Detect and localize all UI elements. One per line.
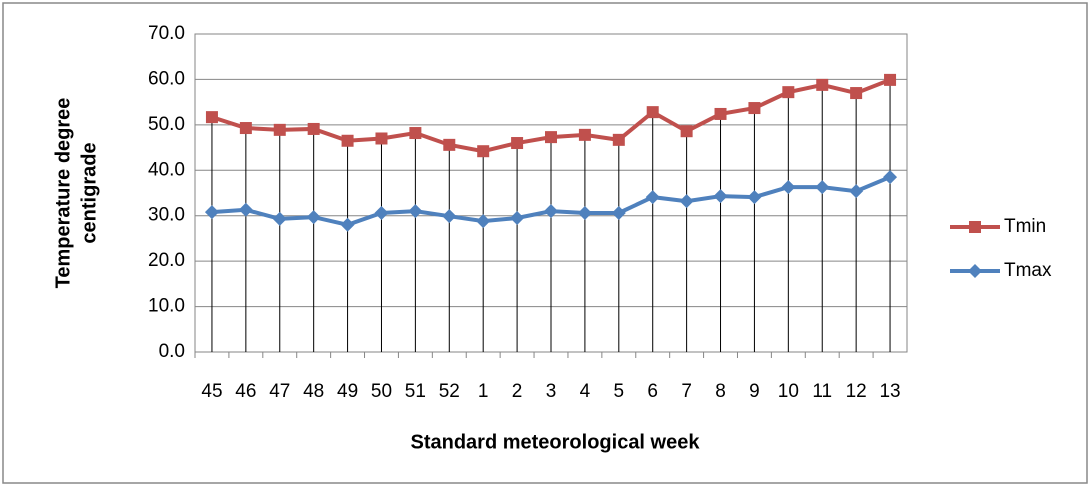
marker bbox=[714, 107, 727, 120]
marker bbox=[273, 123, 286, 136]
marker bbox=[816, 78, 829, 91]
marker bbox=[577, 205, 592, 220]
marker bbox=[849, 184, 864, 199]
marker bbox=[340, 217, 355, 232]
marker bbox=[713, 189, 728, 204]
y-tick-label: 20.0 bbox=[148, 250, 185, 271]
marker bbox=[612, 133, 625, 146]
x-tick-label: 5 bbox=[614, 381, 625, 402]
marker bbox=[409, 127, 422, 140]
y-tick-label: 60.0 bbox=[148, 68, 185, 89]
marker bbox=[815, 180, 830, 195]
legend-marker bbox=[969, 221, 981, 233]
marker bbox=[850, 87, 863, 100]
y-tick-label: 40.0 bbox=[148, 159, 185, 180]
marker bbox=[884, 73, 897, 86]
marker bbox=[341, 134, 354, 147]
legend-label: Tmax bbox=[1004, 260, 1052, 281]
marker bbox=[747, 190, 762, 205]
x-tick-label: 49 bbox=[337, 381, 358, 402]
marker bbox=[375, 132, 388, 145]
y-tick-label: 30.0 bbox=[148, 205, 185, 226]
legend-marker bbox=[968, 264, 982, 278]
x-tick-label: 7 bbox=[681, 381, 692, 402]
x-tick-label: 8 bbox=[715, 381, 726, 402]
x-tick-label: 2 bbox=[512, 381, 523, 402]
marker bbox=[477, 145, 490, 158]
x-tick-label: 12 bbox=[846, 381, 867, 402]
x-tick-label: 45 bbox=[201, 381, 222, 402]
marker bbox=[272, 211, 287, 226]
y-tick-label: 50.0 bbox=[148, 114, 185, 135]
x-tick-label: 52 bbox=[439, 381, 460, 402]
marker bbox=[679, 194, 694, 209]
y-tick-label: 0.0 bbox=[159, 341, 185, 362]
x-tick-label: 1 bbox=[478, 381, 489, 402]
marker bbox=[239, 122, 252, 135]
marker bbox=[781, 180, 796, 195]
x-tick-label: 13 bbox=[879, 381, 900, 402]
marker bbox=[578, 128, 591, 141]
x-tick-label: 4 bbox=[580, 381, 591, 402]
x-tick-label: 47 bbox=[269, 381, 290, 402]
marker bbox=[611, 205, 626, 220]
x-tick-label: 9 bbox=[749, 381, 760, 402]
y-axis-title: Temperature degree bbox=[52, 98, 74, 289]
x-tick-label: 10 bbox=[778, 381, 799, 402]
marker bbox=[645, 190, 660, 205]
marker bbox=[545, 131, 557, 144]
x-tick-label: 6 bbox=[647, 381, 658, 402]
x-tick-label: 51 bbox=[405, 381, 426, 402]
marker bbox=[374, 205, 389, 220]
x-tick-label: 3 bbox=[546, 381, 557, 402]
legend-label: Tmin bbox=[1004, 216, 1046, 237]
marker bbox=[646, 106, 659, 119]
x-tick-label: 48 bbox=[303, 381, 324, 402]
marker bbox=[442, 209, 457, 224]
marker bbox=[443, 138, 456, 151]
marker bbox=[204, 205, 219, 220]
marker bbox=[408, 204, 423, 219]
marker bbox=[238, 202, 253, 217]
y-tick-label: 70.0 bbox=[148, 23, 185, 44]
marker bbox=[306, 210, 321, 225]
y-tick-label: 10.0 bbox=[148, 296, 185, 317]
y-axis-title: centigrade bbox=[78, 142, 100, 243]
x-tick-label: 46 bbox=[235, 381, 256, 402]
marker bbox=[748, 102, 761, 115]
marker bbox=[782, 86, 795, 99]
x-tick-label: 11 bbox=[812, 381, 832, 402]
marker bbox=[205, 111, 218, 124]
marker bbox=[883, 170, 898, 185]
marker bbox=[544, 204, 558, 219]
marker bbox=[511, 137, 524, 150]
x-tick-label: 50 bbox=[371, 381, 392, 402]
marker bbox=[307, 122, 320, 135]
x-axis-title: Standard meteorological week bbox=[411, 431, 701, 453]
marker bbox=[680, 125, 693, 138]
marker bbox=[476, 214, 491, 229]
marker bbox=[510, 210, 525, 225]
